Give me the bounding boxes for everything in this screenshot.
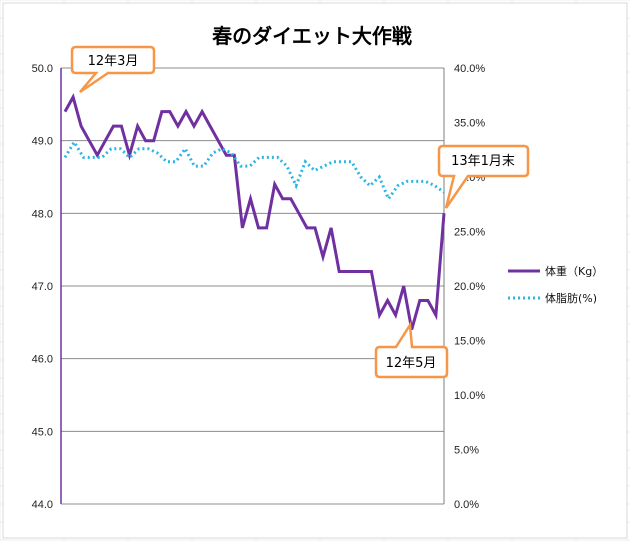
callout-box <box>70 45 156 94</box>
callout-text: 13年1月末 <box>451 154 515 169</box>
left-tick-label: 48.0 <box>32 208 53 220</box>
series-line-bodyfat <box>63 139 445 202</box>
right-tick-label: 35.0% <box>454 118 485 130</box>
right-tick-label: 25.0% <box>454 227 485 239</box>
callout-text: 12年5月 <box>386 356 437 371</box>
callout-may12: 12年5月 <box>374 321 449 379</box>
chart-title: 春のダイエット大作戦 <box>211 24 412 48</box>
right-axis: 40.0%35.0%30.0%25.0%20.0%15.0%10.0%5.0%0… <box>443 63 485 511</box>
left-tick-label: 45.0 <box>32 426 53 438</box>
legend-label-weight: 体重（Kg） <box>545 264 603 278</box>
left-tick-label: 47.0 <box>32 281 53 293</box>
left-tick-label: 44.0 <box>32 499 53 511</box>
callout-box <box>437 144 530 209</box>
right-tick-label: 15.0% <box>454 336 485 348</box>
callout-jan13: 13年1月末 <box>437 144 530 209</box>
left-tick-label: 50.0 <box>32 63 53 75</box>
series-layer <box>63 93 446 331</box>
left-axis: 50.0 49.0 48.0 47.0 46.0 45.0 44.0 <box>32 63 444 511</box>
callout-box <box>374 321 449 379</box>
right-tick-label: 20.0% <box>454 281 485 293</box>
left-tick-label: 49.0 <box>32 136 53 148</box>
series-line-weight <box>63 93 446 331</box>
right-tick-label: 0.0% <box>454 499 479 511</box>
legend-label-bodyfat: 体脂肪(%) <box>545 291 597 305</box>
left-tick-label: 46.0 <box>32 354 53 366</box>
callout-text: 12年3月 <box>88 54 139 69</box>
legend: 体重（Kg） 体脂肪(%) <box>508 264 603 305</box>
right-tick-label: 40.0% <box>454 63 485 75</box>
right-tick-label: 5.0% <box>454 445 479 457</box>
callout-mar12: 12年3月 <box>70 45 156 94</box>
right-tick-label: 10.0% <box>454 390 485 402</box>
